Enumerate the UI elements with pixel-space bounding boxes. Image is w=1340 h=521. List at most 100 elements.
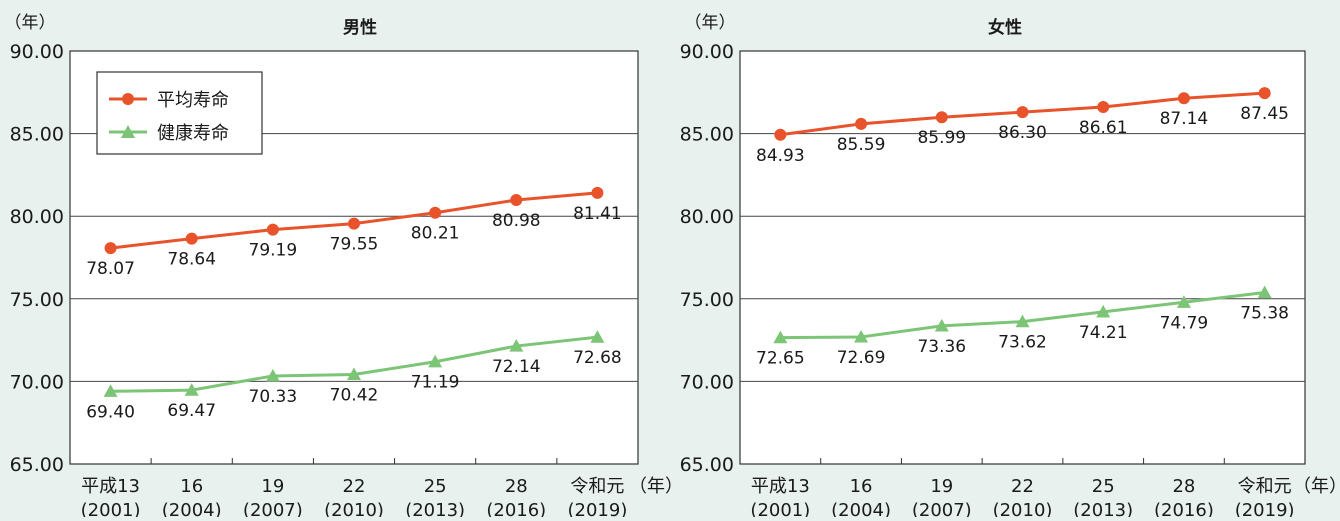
x-tick-label: 25 xyxy=(1092,476,1115,497)
data-point-marker xyxy=(509,339,524,352)
data-label: 79.19 xyxy=(249,241,298,261)
data-label: 72.68 xyxy=(573,348,622,368)
data-label: 86.61 xyxy=(1079,118,1128,138)
x-tick-sublabel: (2019) xyxy=(567,500,627,517)
data-point-marker xyxy=(773,330,788,344)
legend-label: 健康寿命 xyxy=(157,123,229,144)
data-point-marker xyxy=(266,223,279,236)
data-label: 84.93 xyxy=(756,146,805,166)
data-label: 69.40 xyxy=(86,402,135,422)
data-label: 74.79 xyxy=(1160,313,1209,333)
legend-label: 平均寿命 xyxy=(157,90,229,111)
data-point-marker xyxy=(348,217,360,230)
data-label: 85.59 xyxy=(837,135,886,155)
data-label: 73.62 xyxy=(998,333,1047,353)
data-label: 74.21 xyxy=(1079,323,1128,343)
data-label: 69.47 xyxy=(167,401,216,421)
x-tick-sublabel: (2016) xyxy=(1154,500,1214,517)
y-axis-unit: （年） xyxy=(5,13,56,33)
data-label: 70.33 xyxy=(249,387,298,407)
x-tick-label: 平成13 xyxy=(81,476,140,497)
y-tick-label: 85.00 xyxy=(680,124,734,146)
data-point-marker xyxy=(1257,285,1272,299)
y-tick-label: 70.00 xyxy=(680,371,734,393)
data-point-marker xyxy=(184,383,199,396)
y-tick-label: 65.00 xyxy=(10,454,64,476)
y-tick-label: 80.00 xyxy=(680,206,734,228)
data-point-marker xyxy=(103,384,118,397)
chart-title: 男性 xyxy=(343,17,377,38)
data-point-marker xyxy=(855,117,868,130)
data-point-marker xyxy=(347,367,361,381)
y-tick-label: 65.00 xyxy=(680,454,734,476)
data-label: 71.19 xyxy=(411,373,460,393)
data-point-marker xyxy=(935,111,948,124)
x-tick-label: 25 xyxy=(424,476,447,497)
x-tick-label: 16 xyxy=(180,476,203,497)
x-tick-label: 令和元 xyxy=(570,476,624,497)
data-point-marker xyxy=(1016,106,1029,119)
data-label: 85.99 xyxy=(917,128,966,148)
x-tick-sublabel: (2001) xyxy=(750,500,810,517)
x-tick-label: 令和元 xyxy=(1238,476,1292,497)
legend-box xyxy=(96,71,263,155)
data-point-marker xyxy=(1177,92,1190,105)
x-tick-sublabel: (2001) xyxy=(81,500,141,517)
x-axis-unit: （年） xyxy=(1293,476,1340,497)
data-point-marker xyxy=(854,329,869,343)
data-label: 78.64 xyxy=(167,250,216,270)
data-point-marker xyxy=(934,318,949,332)
y-tick-label: 90.00 xyxy=(680,41,734,63)
x-tick-sublabel: (2019) xyxy=(1235,500,1295,517)
data-point-marker xyxy=(590,330,605,343)
y-tick-label: 85.00 xyxy=(10,124,64,146)
x-tick-label: 19 xyxy=(261,476,284,497)
x-tick-label: 28 xyxy=(1172,476,1195,497)
data-point-marker xyxy=(1097,101,1110,114)
data-label: 72.14 xyxy=(492,357,541,377)
y-axis-unit: （年） xyxy=(685,13,736,33)
data-label: 86.30 xyxy=(998,123,1047,143)
data-point-marker xyxy=(774,128,787,141)
y-tick-label: 80.00 xyxy=(10,206,64,228)
x-tick-sublabel: (2010) xyxy=(324,500,384,517)
data-point-marker xyxy=(591,186,604,199)
x-tick-sublabel: (2013) xyxy=(1073,500,1133,517)
x-tick-sublabel: (2007) xyxy=(243,500,303,517)
data-point-marker xyxy=(1258,87,1271,100)
data-label: 80.21 xyxy=(411,224,460,244)
data-point-marker xyxy=(429,206,442,219)
x-tick-label: 22 xyxy=(1011,476,1034,497)
x-axis-unit: （年） xyxy=(629,476,683,497)
data-label: 87.45 xyxy=(1240,104,1289,124)
x-tick-label: 22 xyxy=(343,476,366,497)
data-point-marker xyxy=(1096,304,1111,318)
y-tick-label: 75.00 xyxy=(680,289,734,311)
y-tick-label: 70.00 xyxy=(10,371,64,393)
data-label: 87.14 xyxy=(1160,109,1209,129)
plot-area xyxy=(739,50,1306,465)
x-tick-sublabel: (2004) xyxy=(831,500,891,517)
y-tick-label: 90.00 xyxy=(10,41,64,63)
chart-title: 女性 xyxy=(988,17,1022,38)
legend-marker xyxy=(122,93,134,105)
data-point-marker xyxy=(1176,295,1191,308)
data-label: 72.65 xyxy=(756,349,805,369)
chart-panel-0: 90.00 85.00 80.00 75.00 70.00 65.00 平成13 (2001)… xyxy=(5,13,684,521)
data-point-marker xyxy=(265,368,280,382)
data-label: 73.36 xyxy=(917,337,966,357)
x-tick-label: 平成13 xyxy=(751,476,810,497)
x-tick-sublabel: (2013) xyxy=(405,500,465,517)
x-tick-sublabel: (2004) xyxy=(162,500,222,517)
data-label: 81.41 xyxy=(573,204,622,224)
x-tick-label: 28 xyxy=(505,476,528,497)
data-point-marker xyxy=(185,232,198,245)
data-label: 80.98 xyxy=(492,211,541,231)
legend-marker xyxy=(121,125,135,138)
data-point-marker xyxy=(428,354,443,368)
x-tick-sublabel: (2007) xyxy=(912,500,972,517)
data-point-marker xyxy=(1015,314,1030,328)
data-point-marker xyxy=(510,194,523,207)
